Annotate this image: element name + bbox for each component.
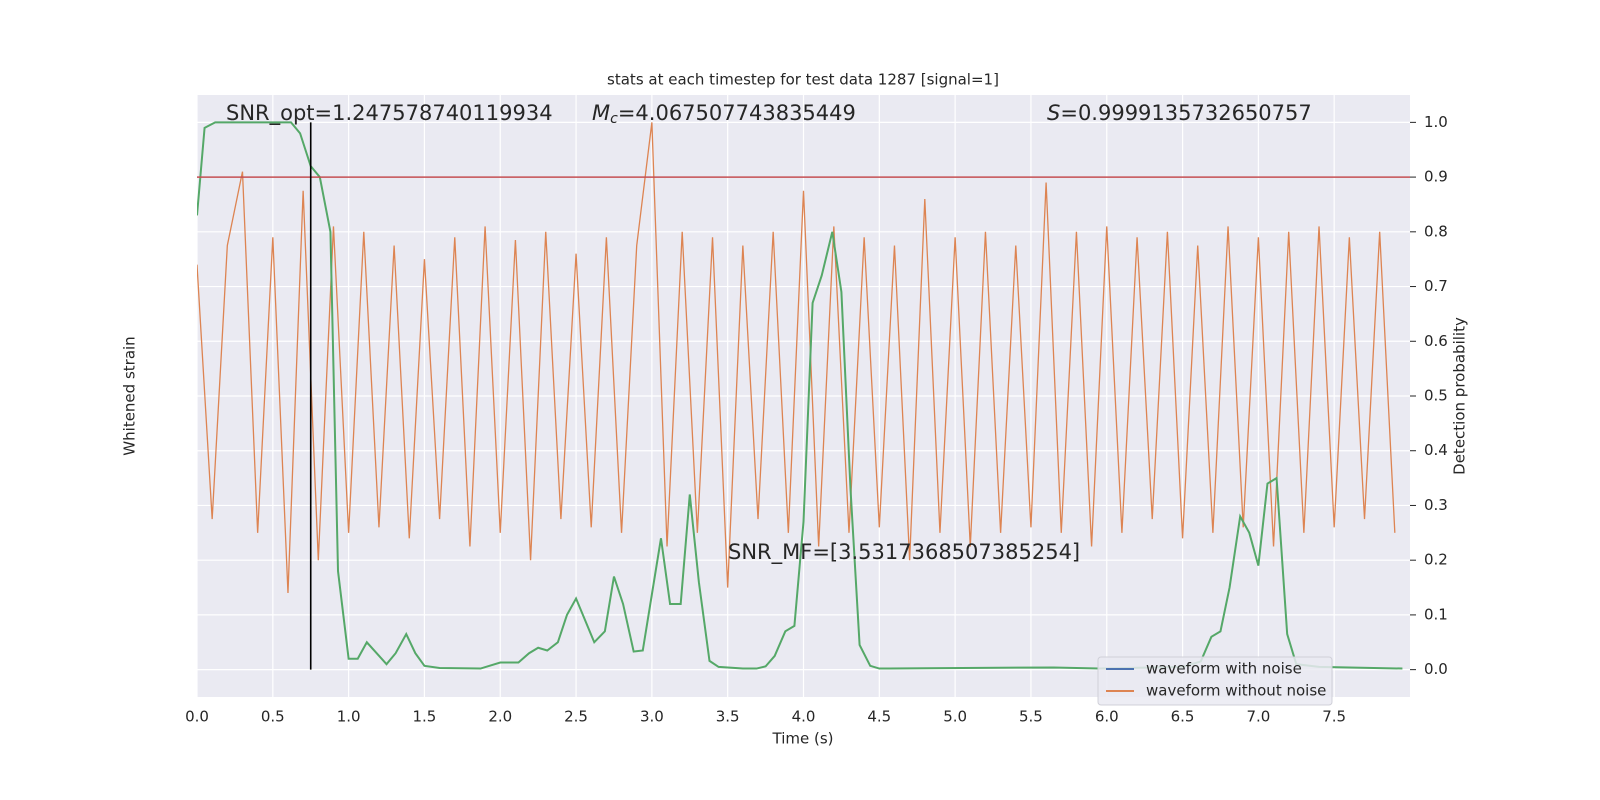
annotation-text: =4.067507743835449 <box>618 101 856 125</box>
x-tick-label: 2.5 <box>564 708 588 726</box>
y2-tick-label: 0.1 <box>1424 605 1448 623</box>
x-tick-label: 6.0 <box>1095 708 1119 726</box>
x-tick-label: 3.5 <box>716 708 740 726</box>
y2-tick-label: 1.0 <box>1424 113 1448 131</box>
annotation: SNR_MF=[3.5317368507385254] <box>728 540 1080 565</box>
annotation: SNR_opt=1.247578740119934 <box>226 101 553 126</box>
y2-tick-label: 0.3 <box>1424 496 1448 514</box>
x-tick-label: 6.5 <box>1171 708 1195 726</box>
series-line <box>197 122 1396 594</box>
x-tick-label: 0.5 <box>261 708 285 726</box>
annotation-subscript: c <box>610 111 618 127</box>
annotation: Mc=4.067507743835449 <box>592 101 856 127</box>
legend-label: waveform without noise <box>1146 682 1326 700</box>
chart-title: stats at each timestep for test data 128… <box>607 71 999 89</box>
y2-tick-label: 0.5 <box>1424 387 1448 405</box>
x-tick-label: 1.5 <box>413 708 437 726</box>
y2-tick-label: 0.4 <box>1424 441 1448 459</box>
x-tick-label: 0.0 <box>185 708 209 726</box>
overlay <box>197 122 1410 670</box>
x-tick-label: 3.0 <box>640 708 664 726</box>
x-tick-label: 4.0 <box>792 708 816 726</box>
y2-tick-label: 0.0 <box>1424 660 1448 678</box>
annotation-symbol: S <box>1047 101 1060 125</box>
x-axis-label: Time (s) <box>772 730 834 748</box>
y2-tick-label: 0.9 <box>1424 168 1448 186</box>
annotation-text: =0.9999135732650757 <box>1060 101 1311 125</box>
x-tick-label: 7.0 <box>1246 708 1270 726</box>
x-tick-label: 4.5 <box>867 708 891 726</box>
x-tick-label: 1.0 <box>337 708 361 726</box>
x-tick-label: 5.0 <box>943 708 967 726</box>
legend-label: waveform with noise <box>1146 660 1302 678</box>
y2-tick-label: 0.2 <box>1424 551 1448 569</box>
y2-axis-label: Detection probability <box>1451 317 1469 475</box>
annotation-text: SNR_MF=[3.5317368507385254] <box>728 540 1080 565</box>
annotation-text: SNR_opt=1.247578740119934 <box>226 101 553 126</box>
y2-tick-label: 0.8 <box>1424 222 1448 240</box>
annotation-symbol: M <box>592 101 610 125</box>
x-tick-label: 2.0 <box>488 708 512 726</box>
annotation: S=0.9999135732650757 <box>1047 101 1312 125</box>
x-tick-label: 5.5 <box>1019 708 1043 726</box>
legend-box <box>1097 656 1333 706</box>
y-axis-label: Whitened strain <box>121 336 139 455</box>
y2-tick-label: 0.6 <box>1424 332 1448 350</box>
y2-tick-label: 0.7 <box>1424 277 1448 295</box>
x-tick-label: 7.5 <box>1322 708 1346 726</box>
